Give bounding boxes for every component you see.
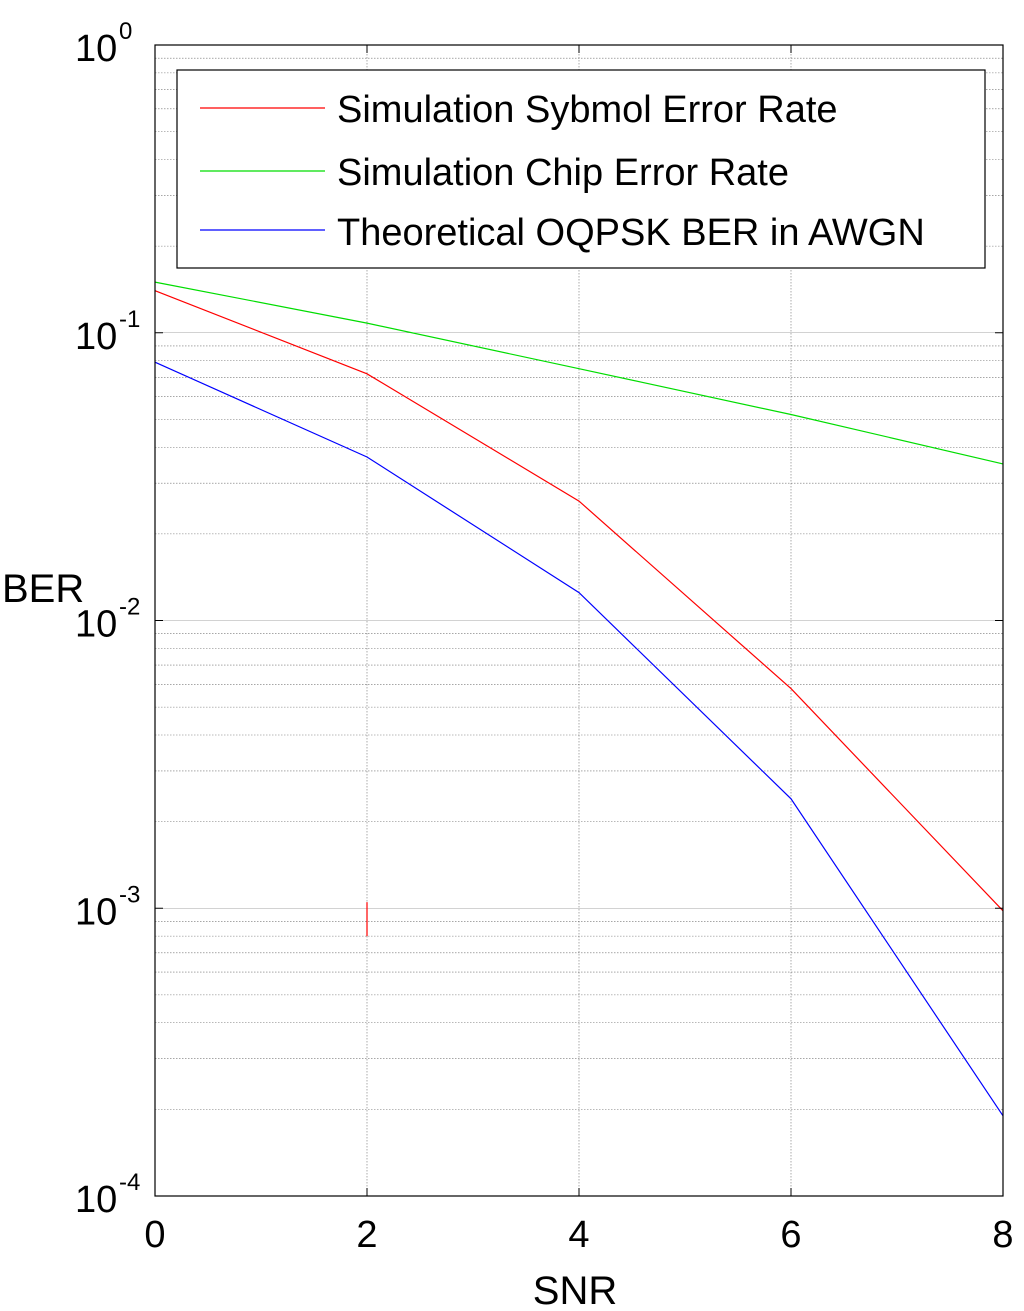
x-axis-label: SNR <box>533 1269 617 1311</box>
y-tick-label-exponent: -2 <box>119 594 140 621</box>
legend-label-theoretical-ber: Theoretical OQPSK BER in AWGN <box>337 212 925 254</box>
legend-label-chip-error: Simulation Chip Error Rate <box>337 152 789 194</box>
x-tick-label: 0 <box>144 1214 165 1256</box>
y-tick-label-exponent: -1 <box>119 306 140 333</box>
series-line-1 <box>154 281 1004 465</box>
x-tick-label: 6 <box>780 1214 801 1256</box>
y-tick-label-base: 10 <box>75 1179 117 1221</box>
y-tick-label-exponent: 0 <box>119 18 132 45</box>
y-tick-label-exponent: -4 <box>119 1169 140 1196</box>
x-tick-label: 8 <box>992 1214 1013 1256</box>
y-tick-label-base: 10 <box>75 604 117 646</box>
series-line-2 <box>154 361 1004 1117</box>
x-tick-label: 2 <box>356 1214 377 1256</box>
legend-label-symbol-error: Simulation Sybmol Error Rate <box>337 89 838 131</box>
legend: Simulation Sybmol Error Rate Simulation … <box>176 69 986 269</box>
y-tick-label-base: 10 <box>75 316 117 358</box>
series-line-0 <box>154 290 1004 912</box>
series-group <box>154 281 1004 1117</box>
y-tick-label-exponent: -3 <box>119 881 140 908</box>
y-tick-label-base: 10 <box>75 891 117 933</box>
legend-box <box>176 69 986 269</box>
y-axis-label: BER <box>2 567 84 611</box>
y-tick-label-base: 10 <box>75 28 117 70</box>
x-tick-label: 4 <box>568 1214 589 1256</box>
